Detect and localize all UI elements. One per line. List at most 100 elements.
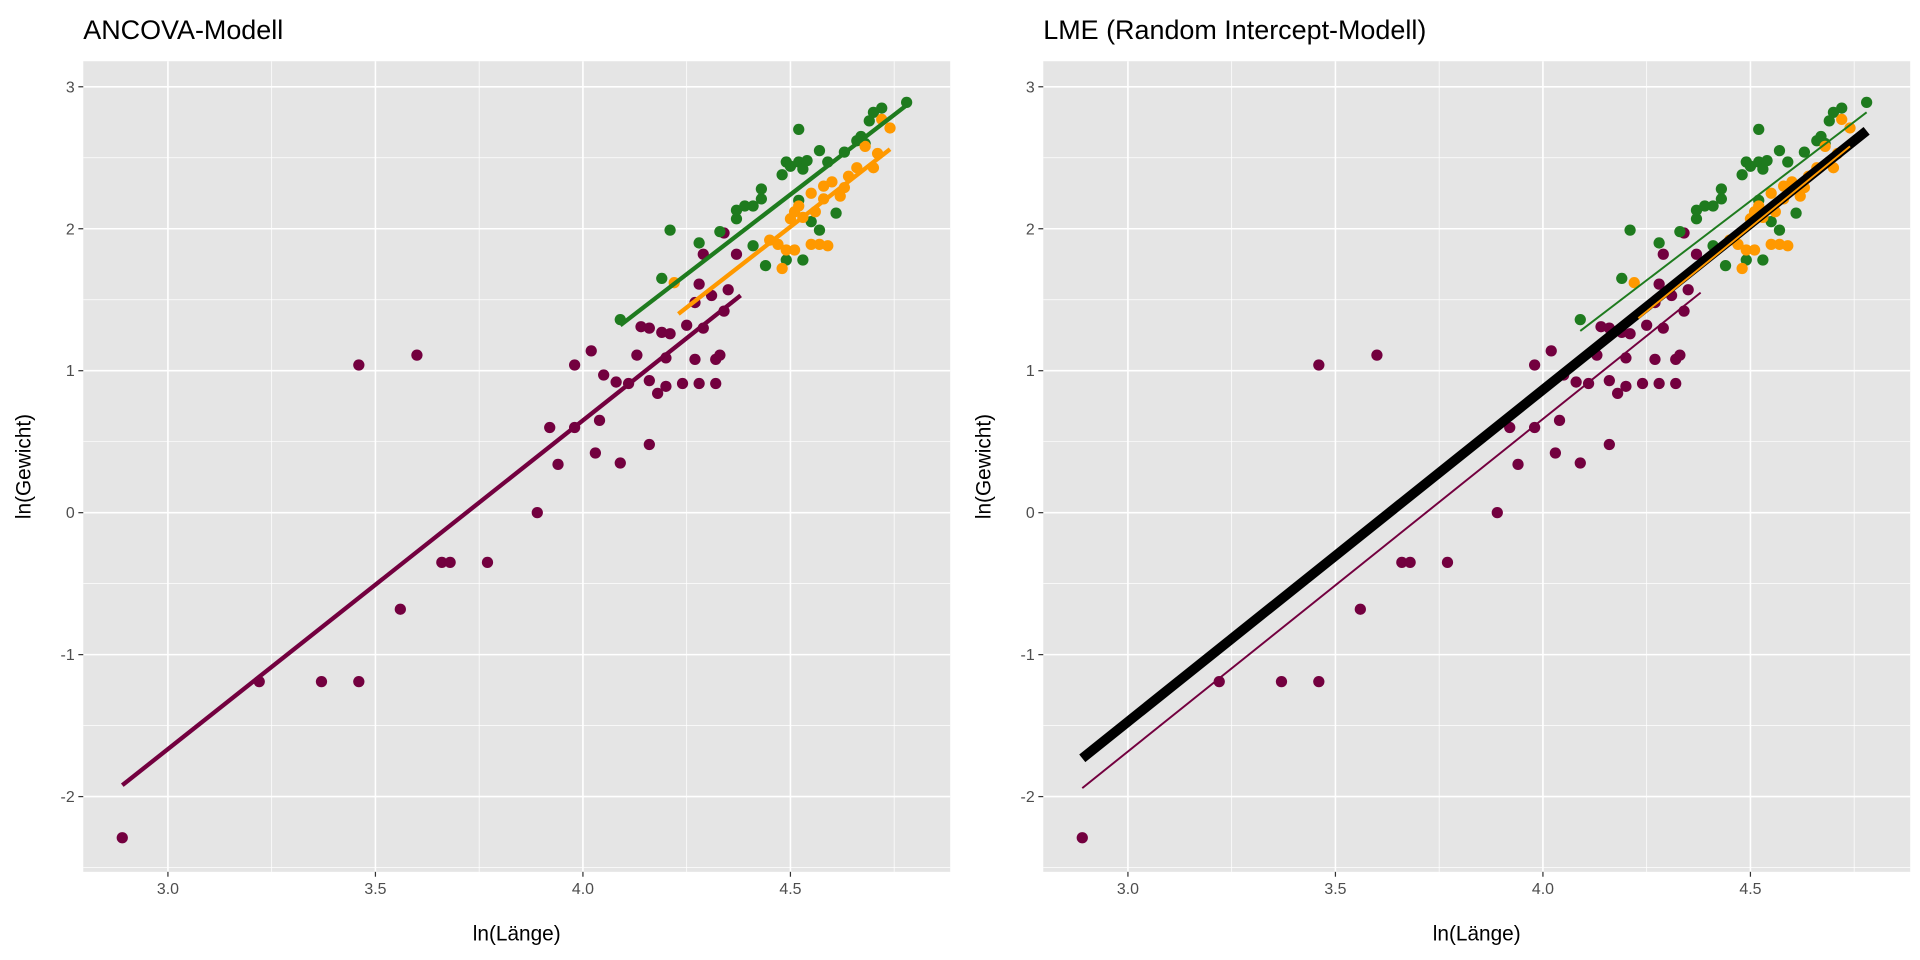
data-point-purple: [1570, 376, 1582, 388]
data-point-purple: [1595, 321, 1607, 333]
data-point-purple: [1441, 556, 1454, 568]
data-point-green: [1653, 237, 1665, 249]
data-point-purple: [1553, 414, 1566, 427]
data-point-green: [801, 154, 813, 167]
data-point-purple: [635, 321, 647, 333]
data-point-purple: [1275, 675, 1288, 688]
data-point-green: [1757, 254, 1769, 266]
data-point-green: [1690, 204, 1703, 216]
data-point-purple: [1574, 457, 1586, 469]
x-tick-label: 4.0: [1532, 881, 1554, 898]
y-tick-label: 1: [1026, 363, 1035, 380]
data-point-orange: [817, 180, 830, 192]
data-point-purple: [1670, 377, 1682, 390]
data-point-green: [1860, 96, 1873, 109]
data-point-purple: [1624, 328, 1636, 340]
data-point-orange: [1740, 244, 1752, 256]
data-point-green: [1773, 145, 1786, 157]
data-point-green: [759, 260, 772, 272]
data-point-green: [693, 237, 705, 249]
x-axis-title: ln(Länge): [1433, 922, 1521, 945]
data-point-orange: [822, 240, 834, 252]
data-point-purple: [714, 349, 726, 361]
data-point-green: [813, 224, 826, 236]
data-point-orange: [1765, 238, 1777, 250]
data-point-green: [1744, 160, 1757, 172]
data-point-purple: [544, 421, 556, 434]
data-point-green: [1790, 207, 1802, 219]
x-tick-label: 3.0: [157, 881, 179, 898]
y-tick-label: 2: [1026, 221, 1035, 238]
data-point-orange: [1844, 122, 1856, 134]
data-point-green: [1715, 193, 1728, 205]
data-point-orange: [805, 187, 817, 199]
y-tick-label: -2: [61, 789, 75, 806]
data-point-green: [1773, 224, 1786, 236]
data-point-purple: [664, 328, 676, 340]
data-point-purple: [568, 359, 581, 371]
plot-background: [1043, 61, 1911, 872]
data-point-green: [1815, 130, 1827, 143]
x-tick-label: 3.0: [1117, 881, 1139, 898]
data-point-green: [1823, 115, 1835, 127]
data-point-green: [1761, 154, 1773, 167]
data-point-purple: [681, 319, 693, 331]
data-point-green: [797, 163, 809, 175]
data-point-purple: [1549, 447, 1562, 459]
data-point-purple: [1603, 375, 1615, 387]
x-tick-label: 3.5: [1324, 881, 1346, 898]
data-point-purple: [589, 447, 602, 459]
data-point-purple: [631, 349, 643, 361]
data-point-purple: [1657, 322, 1669, 334]
data-point-green: [664, 224, 676, 236]
data-point-green: [867, 106, 880, 118]
data-point-purple: [660, 380, 672, 392]
data-point-purple: [1649, 353, 1661, 365]
data-point-orange: [859, 140, 871, 153]
data-point-green: [776, 169, 788, 181]
data-point-green: [755, 193, 768, 205]
data-point-purple: [315, 675, 328, 688]
regression-line-orange: [1637, 145, 1851, 319]
data-point-green: [784, 160, 797, 172]
y-tick-label: 0: [1026, 505, 1035, 522]
panel-1: 3.0 3.5 4.0 4.5 -2 -1 0 1 2 3 ANCOVA-Modell ln(Läng…: [13, 15, 951, 945]
data-point-purple: [1653, 377, 1665, 390]
data-point-purple: [1528, 421, 1541, 434]
y-tick-label: -2: [1021, 789, 1035, 806]
data-point-purple: [1396, 556, 1408, 568]
data-point-purple: [1491, 507, 1503, 519]
data-point-green: [656, 272, 668, 285]
data-point-green: [1782, 156, 1794, 168]
data-point-purple: [693, 278, 705, 290]
data-point-green: [1753, 123, 1765, 135]
data-point-purple: [353, 359, 365, 371]
x-tick-label: 3.5: [364, 881, 386, 898]
y-tick-label: 1: [66, 363, 75, 380]
plot-background: [83, 61, 951, 872]
data-point-purple: [1313, 675, 1325, 688]
x-tick-label: 4.5: [1739, 881, 1761, 898]
data-point-green: [1719, 260, 1732, 272]
x-axis-title: ln(Länge): [473, 922, 561, 945]
data-point-purple: [1313, 359, 1325, 371]
data-point-purple: [1657, 248, 1669, 260]
data-point-purple: [1636, 377, 1649, 390]
data-point-purple: [722, 284, 734, 296]
data-point-green: [714, 225, 726, 238]
data-point-orange: [1819, 140, 1831, 153]
data-point-orange: [793, 200, 805, 212]
data-point-purple: [610, 376, 622, 388]
data-point-orange: [780, 244, 792, 256]
data-point-green: [1798, 146, 1811, 158]
data-point-green: [1574, 313, 1586, 326]
data-point-green: [780, 254, 792, 266]
data-point-purple: [1611, 387, 1624, 400]
y-axis-title: ln(Gewicht): [13, 414, 36, 519]
data-point-purple: [1690, 248, 1703, 260]
data-point-green: [1757, 163, 1769, 175]
data-point-purple: [585, 345, 597, 357]
data-point-green: [1740, 254, 1752, 266]
x-tick-label: 4.5: [779, 881, 801, 898]
data-point-purple: [353, 675, 365, 688]
